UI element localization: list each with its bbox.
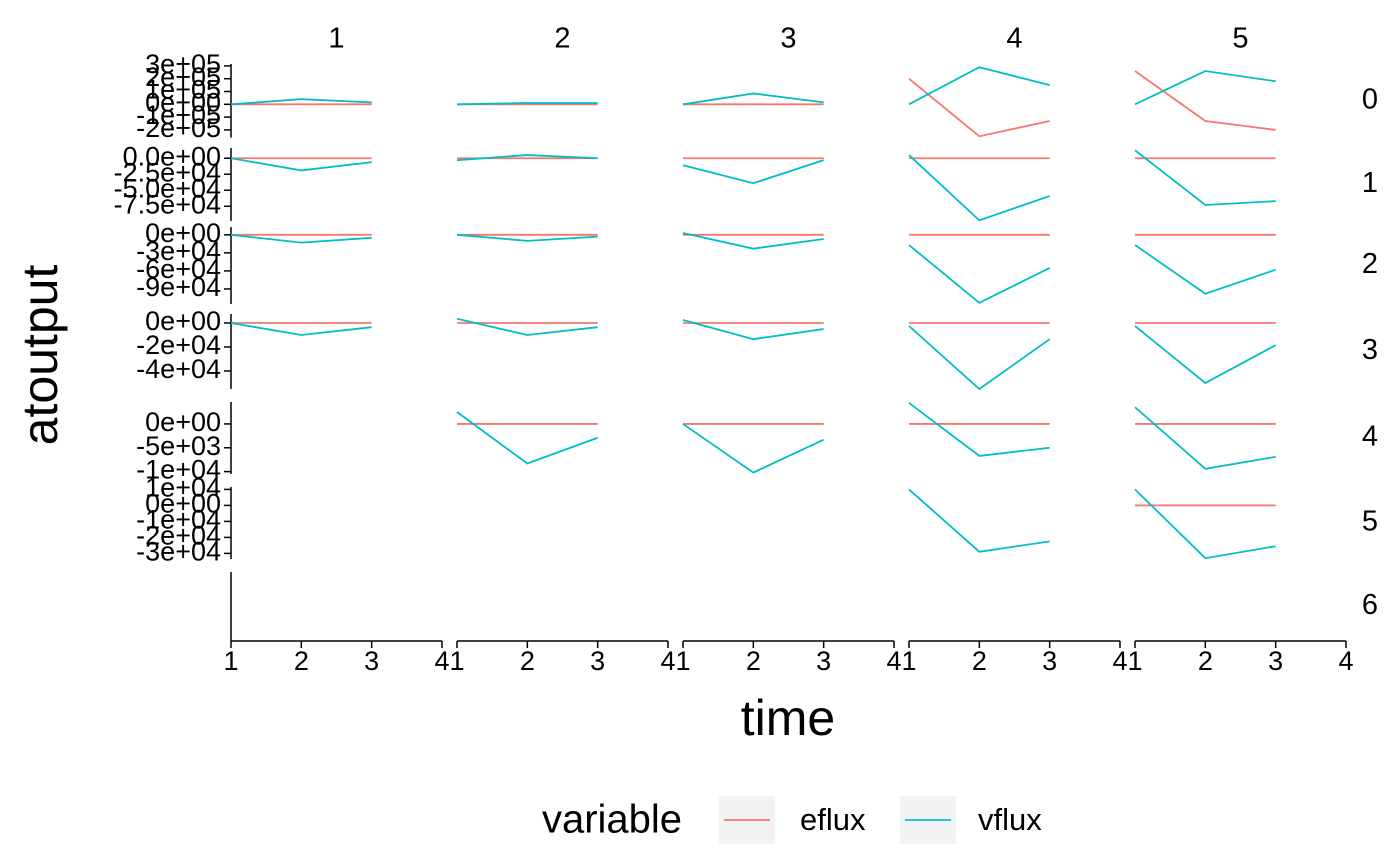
y-axis-title: atoutput: [12, 265, 68, 446]
y-tick-label: -3e+04: [136, 537, 221, 567]
series-line: [1134, 149, 1276, 206]
x-tick-label: 1: [901, 646, 916, 676]
legend-label: eflux: [800, 802, 866, 837]
y-tick-label: -9e+04: [136, 272, 221, 302]
x-tick-label: 3: [1042, 646, 1057, 676]
series-line: [1134, 325, 1277, 385]
series-line: [682, 92, 824, 106]
x-tick-label: 4: [886, 646, 901, 676]
series-line: [230, 98, 372, 106]
x-tick-label: 3: [816, 646, 831, 676]
column-label: 2: [554, 23, 570, 55]
series-line: [456, 102, 598, 106]
y-tick-label: -2e+05: [136, 113, 221, 143]
x-tick-label: 2: [1198, 646, 1213, 676]
series-line: [1134, 406, 1276, 470]
x-tick-label: 2: [520, 646, 535, 676]
column-label: 1: [328, 23, 344, 55]
series-line: [908, 66, 1050, 106]
y-tick-label: -5.0e+04: [114, 173, 221, 203]
x-tick-label: 4: [1338, 646, 1353, 676]
row-label: 4: [1362, 421, 1378, 453]
x-tick-label: 3: [364, 646, 379, 676]
series-line: [908, 78, 1050, 138]
y-tick-label: -7.5e+04: [114, 189, 221, 219]
series-line: [230, 233, 372, 244]
series-line: [456, 233, 598, 242]
series-line: [682, 232, 824, 250]
series-line: [682, 319, 824, 341]
x-tick-label: 1: [449, 646, 464, 676]
row-label: 6: [1362, 589, 1378, 621]
y-tick-label: 0e+00: [145, 306, 221, 336]
y-tick-label: -2e+04: [136, 521, 221, 551]
y-tick-label: 3e+05: [145, 49, 221, 79]
x-tick-label: 3: [1268, 646, 1283, 676]
y-tick-label: -1e+04: [136, 505, 221, 535]
y-tick-label: 1e+05: [145, 75, 221, 105]
x-tick-label: 3: [590, 646, 605, 676]
column-label: 5: [1232, 23, 1248, 55]
series-line: [456, 411, 598, 465]
series-line: [1134, 70, 1276, 106]
row-label: 5: [1362, 506, 1378, 538]
series-line: [230, 157, 372, 172]
y-tick-label: 2e+05: [145, 62, 221, 92]
series-line: [908, 402, 1050, 457]
legend-title: variable: [542, 798, 682, 842]
y-tick-label: 0e+00: [145, 87, 221, 117]
y-tick-label: -3e+04: [136, 236, 221, 266]
x-tick-label: 1: [1127, 646, 1142, 676]
y-tick-label: -1e+05: [136, 100, 221, 130]
x-tick-label: 4: [434, 646, 449, 676]
legend-label: vflux: [978, 802, 1042, 837]
row-label: 2: [1362, 248, 1378, 280]
series-line: [230, 322, 372, 336]
series-line: [1134, 244, 1276, 295]
y-tick-label: -1e+04: [136, 455, 221, 485]
column-label: 4: [1006, 23, 1022, 55]
y-tick-label: 0e+00: [145, 407, 221, 437]
series-line: [1134, 488, 1276, 560]
series-line: [908, 244, 1051, 304]
x-tick-label: 1: [223, 646, 238, 676]
y-tick-label: 0e+00: [145, 218, 221, 248]
series-line: [908, 488, 1050, 553]
series-line: [682, 159, 824, 185]
row-label: 1: [1362, 167, 1378, 199]
x-tick-label: 2: [972, 646, 987, 676]
y-tick-label: 1e+04: [145, 473, 221, 503]
x-tick-label: 1: [675, 646, 690, 676]
column-label: 3: [780, 23, 796, 55]
series-line: [456, 154, 598, 162]
y-tick-label: -6e+04: [136, 254, 221, 284]
y-tick-label: 0e+00: [145, 489, 221, 519]
y-tick-label: 0.0e+00: [123, 141, 221, 171]
x-axis-title: time: [741, 690, 835, 746]
x-tick-label: 2: [294, 646, 309, 676]
y-tick-label: -4e+04: [136, 354, 221, 384]
y-tick-label: -2.5e+04: [114, 157, 221, 187]
y-tick-label: -2e+04: [136, 330, 221, 360]
series-line: [682, 423, 825, 474]
series-line: [908, 325, 1051, 391]
y-tick-label: -5e+03: [136, 431, 221, 461]
x-tick-label: 2: [746, 646, 761, 676]
series-line: [456, 317, 598, 336]
row-label: 0: [1362, 83, 1378, 115]
x-tick-label: 4: [660, 646, 675, 676]
row-label: 3: [1362, 334, 1378, 366]
series-line: [1134, 70, 1276, 131]
x-tick-label: 4: [1112, 646, 1127, 676]
series-line: [908, 154, 1050, 222]
